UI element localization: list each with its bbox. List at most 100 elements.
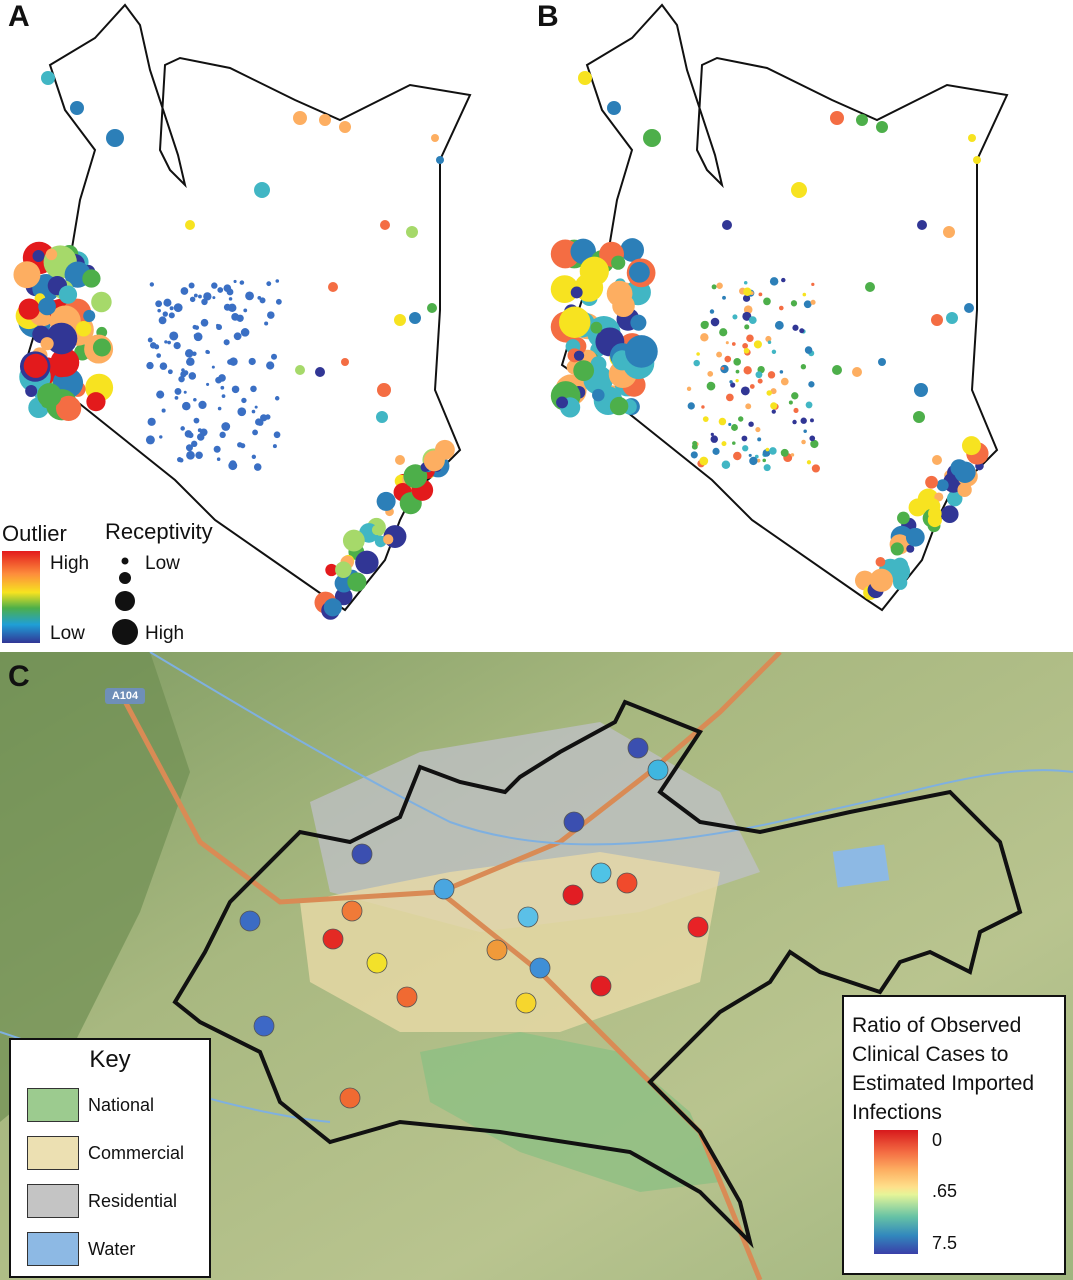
map-dot (293, 111, 307, 125)
map-dot (334, 587, 353, 606)
map-dot (740, 386, 750, 396)
map-dot (774, 320, 784, 330)
map-dot (55, 395, 82, 422)
map-dot (799, 328, 805, 334)
ratio-color-bar (874, 1130, 918, 1254)
map-dot (564, 384, 575, 395)
map-dot (906, 544, 915, 553)
map-dot (763, 297, 771, 306)
map-dot (295, 365, 305, 375)
map-dot (897, 511, 910, 525)
map-dot (383, 534, 394, 545)
map-dot (690, 451, 698, 459)
size-symbol-4 (112, 619, 138, 645)
map-dot (876, 121, 888, 133)
map-dot (590, 321, 603, 334)
map-dot (45, 248, 58, 261)
map-dot (693, 359, 700, 367)
map-dot (756, 458, 761, 463)
map-dot (25, 384, 38, 397)
road-south (438, 890, 763, 1280)
map-dot (220, 385, 225, 390)
map-dot (192, 351, 197, 356)
map-dot (315, 367, 325, 377)
map-dot (271, 353, 278, 360)
residential-swatch (27, 1184, 79, 1218)
map-dot (380, 220, 390, 230)
outlier-receptivity-legend: Outlier High Low Receptivity Low High (0, 515, 250, 650)
map-dot (573, 360, 595, 381)
map-dot (32, 250, 45, 262)
map-dot (748, 453, 752, 457)
map-dot (266, 281, 272, 287)
map-dot (434, 439, 455, 460)
map-dot (237, 407, 247, 417)
map-dot (163, 298, 172, 307)
county-boundary (172, 699, 1023, 1249)
map-dot (805, 401, 813, 409)
map-dot (781, 277, 786, 283)
map-dot (406, 226, 418, 238)
map-dot (732, 314, 738, 320)
map-dot (183, 370, 189, 376)
map-dot (808, 381, 815, 388)
map-dot (570, 286, 583, 299)
landuse-key: Key National Commercial Residential Wate… (9, 1038, 211, 1278)
receptivity-low-label: Low (145, 553, 180, 574)
map-dot (905, 527, 925, 547)
map-dot (248, 357, 256, 366)
map-dot (174, 387, 182, 395)
map-dot (791, 392, 799, 400)
map-dot (259, 297, 266, 304)
water-swatch (27, 1232, 79, 1266)
map-dot (203, 292, 212, 301)
map-dot (748, 316, 757, 324)
map-dot (409, 312, 421, 324)
map-dot (643, 129, 661, 147)
map-dot (254, 182, 270, 198)
map-dot (229, 357, 238, 366)
map-dot (106, 129, 124, 147)
map-dot (917, 220, 927, 230)
map-dot (181, 368, 185, 372)
map-dot (40, 337, 54, 351)
map-dot (716, 351, 723, 358)
outlier-color-bar (2, 551, 40, 643)
panel-c-label: C (8, 660, 30, 693)
map-dot (223, 339, 230, 346)
map-dot (701, 405, 705, 409)
residential-label: Residential (88, 1191, 178, 1211)
map-dot (711, 284, 717, 290)
receptivity-high-label: High (145, 623, 185, 644)
map-dot (687, 402, 695, 410)
map-dot (217, 406, 222, 411)
observation-point (239, 910, 261, 932)
map-dot (770, 388, 777, 395)
map-dot (932, 455, 942, 465)
map-dot (973, 156, 981, 164)
map-dot (804, 346, 813, 354)
map-dot (198, 294, 202, 299)
map-dot (934, 492, 944, 502)
map-dot (625, 335, 658, 368)
map-dot (245, 291, 254, 301)
map-dot (275, 298, 282, 305)
map-dot (272, 444, 277, 449)
map-dot (696, 352, 700, 356)
road-a104 (117, 652, 782, 905)
map-dot (147, 337, 153, 343)
map-dot (611, 255, 626, 270)
observation-point (647, 759, 669, 781)
map-dot (431, 134, 439, 142)
map-dot (810, 439, 819, 449)
map-dot (41, 71, 55, 85)
map-dot (228, 297, 233, 301)
map-dot (749, 384, 755, 389)
map-dot (931, 314, 943, 326)
map-dot (427, 303, 437, 313)
map-dot (702, 416, 709, 422)
map-dot (733, 358, 741, 366)
map-dot (371, 524, 383, 536)
map-dot (791, 182, 807, 198)
map-dot (205, 349, 210, 354)
